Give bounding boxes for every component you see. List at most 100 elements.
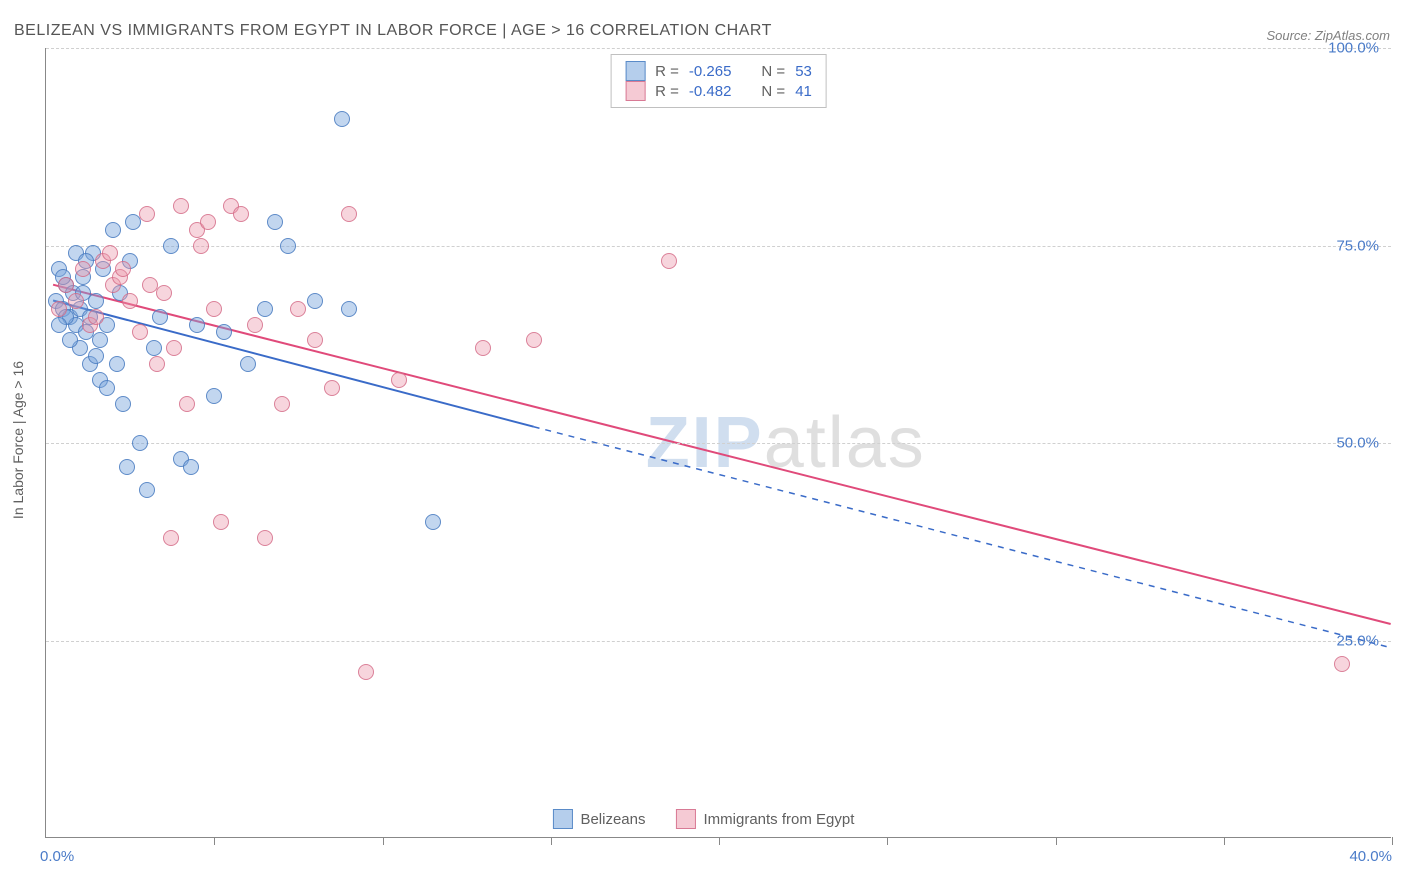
stat-n-value-pink: 41 bbox=[795, 83, 812, 100]
stat-r-value-pink: -0.482 bbox=[689, 83, 732, 100]
data-point bbox=[206, 388, 222, 404]
gridline-h bbox=[46, 48, 1391, 49]
chart-title: BELIZEAN VS IMMIGRANTS FROM EGYPT IN LAB… bbox=[14, 22, 772, 40]
data-point bbox=[132, 435, 148, 451]
data-point bbox=[341, 301, 357, 317]
data-point bbox=[115, 396, 131, 412]
bottom-legend: Belizeans Immigrants from Egypt bbox=[552, 809, 854, 829]
data-point bbox=[307, 332, 323, 348]
correlation-stat-box: R = -0.265 N = 53 R = -0.482 N = 41 bbox=[610, 54, 827, 108]
data-point bbox=[183, 459, 199, 475]
data-point bbox=[233, 206, 249, 222]
x-tick bbox=[1224, 837, 1225, 845]
x-tick bbox=[383, 837, 384, 845]
data-point bbox=[267, 214, 283, 230]
data-point bbox=[200, 214, 216, 230]
y-tick-label: 100.0% bbox=[1328, 40, 1379, 57]
data-point bbox=[274, 396, 290, 412]
data-point bbox=[115, 261, 131, 277]
data-point bbox=[240, 356, 256, 372]
x-tick bbox=[719, 837, 720, 845]
data-point bbox=[213, 514, 229, 530]
stat-row-egypt: R = -0.482 N = 41 bbox=[625, 81, 812, 101]
data-point bbox=[142, 277, 158, 293]
data-point bbox=[163, 530, 179, 546]
data-point bbox=[247, 317, 263, 333]
data-point bbox=[257, 530, 273, 546]
legend-item-egypt: Immigrants from Egypt bbox=[675, 809, 854, 829]
x-tick bbox=[1392, 837, 1393, 845]
data-point bbox=[163, 238, 179, 254]
data-point bbox=[152, 309, 168, 325]
data-point bbox=[109, 356, 125, 372]
data-point bbox=[139, 206, 155, 222]
x-tick bbox=[887, 837, 888, 845]
data-point bbox=[280, 238, 296, 254]
data-point bbox=[179, 396, 195, 412]
data-point bbox=[149, 356, 165, 372]
data-point bbox=[68, 293, 84, 309]
data-point bbox=[193, 238, 209, 254]
data-point bbox=[526, 332, 542, 348]
data-point bbox=[189, 317, 205, 333]
data-point bbox=[119, 459, 135, 475]
legend-label-belizeans: Belizeans bbox=[580, 811, 645, 828]
data-point bbox=[51, 317, 67, 333]
swatch-blue-icon bbox=[552, 809, 572, 829]
x-axis-max-label: 40.0% bbox=[1349, 848, 1392, 865]
data-point bbox=[257, 301, 273, 317]
stat-r-label: R = bbox=[655, 83, 679, 100]
data-point bbox=[88, 348, 104, 364]
y-tick-label: 50.0% bbox=[1336, 435, 1379, 452]
data-point bbox=[105, 222, 121, 238]
data-point bbox=[661, 253, 677, 269]
data-point bbox=[290, 301, 306, 317]
data-point bbox=[88, 309, 104, 325]
y-tick-label: 75.0% bbox=[1336, 237, 1379, 254]
data-point bbox=[334, 111, 350, 127]
data-point bbox=[62, 332, 78, 348]
gridline-h bbox=[46, 246, 1391, 247]
x-tick bbox=[214, 837, 215, 845]
data-point bbox=[166, 340, 182, 356]
gridline-h bbox=[46, 443, 1391, 444]
data-point bbox=[139, 482, 155, 498]
stat-n-label: N = bbox=[761, 63, 785, 80]
data-point bbox=[425, 514, 441, 530]
data-point bbox=[75, 261, 91, 277]
data-point bbox=[391, 372, 407, 388]
data-point bbox=[99, 380, 115, 396]
data-point bbox=[92, 332, 108, 348]
data-point bbox=[88, 293, 104, 309]
swatch-pink-icon bbox=[675, 809, 695, 829]
data-point bbox=[102, 245, 118, 261]
stat-n-value-blue: 53 bbox=[795, 63, 812, 80]
swatch-pink-icon bbox=[625, 81, 645, 101]
data-point bbox=[58, 277, 74, 293]
data-point bbox=[132, 324, 148, 340]
data-point bbox=[216, 324, 232, 340]
data-point bbox=[206, 301, 222, 317]
y-tick-label: 25.0% bbox=[1336, 632, 1379, 649]
data-point bbox=[51, 301, 67, 317]
data-point bbox=[358, 664, 374, 680]
legend-item-belizeans: Belizeans bbox=[552, 809, 645, 829]
gridline-h bbox=[46, 641, 1391, 642]
legend-label-egypt: Immigrants from Egypt bbox=[703, 811, 854, 828]
plot-area: ZIPatlas R = -0.265 N = 53 R = -0.482 N … bbox=[45, 48, 1391, 838]
data-point bbox=[156, 285, 172, 301]
x-tick bbox=[1056, 837, 1057, 845]
data-point bbox=[146, 340, 162, 356]
stat-n-label: N = bbox=[761, 83, 785, 100]
data-point bbox=[173, 198, 189, 214]
data-point bbox=[1334, 656, 1350, 672]
data-point bbox=[324, 380, 340, 396]
x-axis-min-label: 0.0% bbox=[40, 848, 74, 865]
stat-r-label: R = bbox=[655, 63, 679, 80]
swatch-blue-icon bbox=[625, 61, 645, 81]
data-point bbox=[475, 340, 491, 356]
stat-row-belizeans: R = -0.265 N = 53 bbox=[625, 61, 812, 81]
x-tick bbox=[551, 837, 552, 845]
stat-r-value-blue: -0.265 bbox=[689, 63, 732, 80]
data-point bbox=[341, 206, 357, 222]
